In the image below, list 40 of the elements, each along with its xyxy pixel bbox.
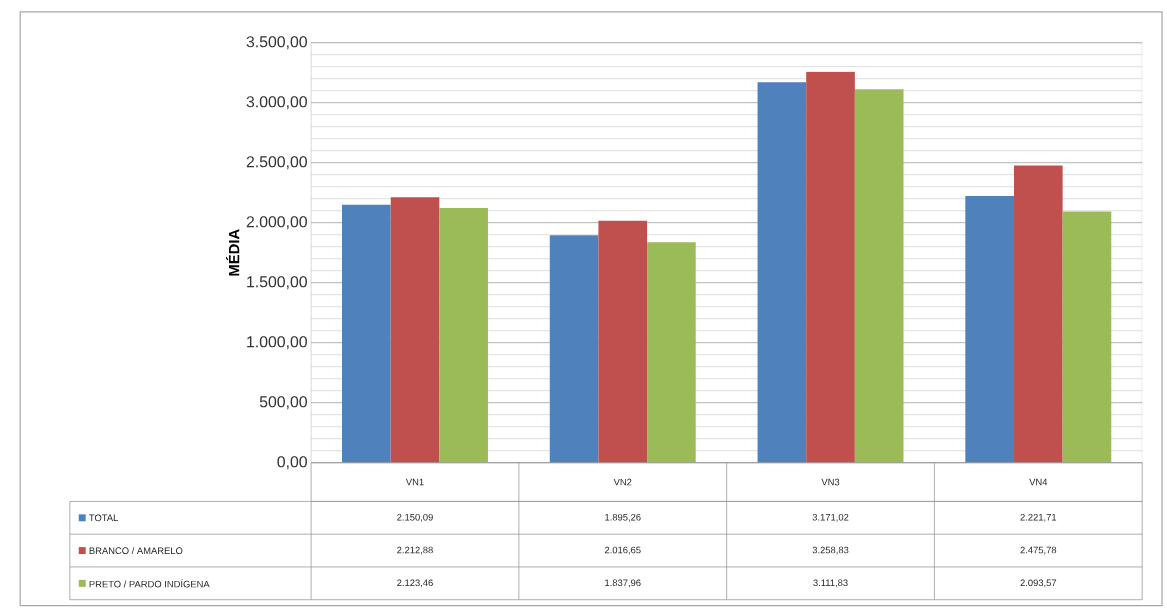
y-tick-label: 500,00 [259, 396, 307, 410]
y-tick-label: 3.000,00 [246, 96, 307, 110]
bar [598, 220, 648, 463]
data-label: 2.150,09 [397, 514, 433, 522]
bar [549, 235, 599, 463]
data-label: 2.093,57 [1020, 579, 1057, 588]
bar [390, 197, 440, 463]
data-label: 3.171,02 [812, 514, 849, 522]
y-tick-label: 1.500,00 [247, 276, 307, 290]
bar [1062, 211, 1112, 463]
data-label: 2.123,46 [397, 579, 433, 588]
x-tick-label: VN2 [613, 478, 632, 486]
y-tick-label: 2.000,00 [246, 216, 307, 230]
bar [342, 204, 391, 463]
bar [757, 82, 807, 463]
data-label: 3.258,83 [812, 546, 849, 555]
data-label: 2.016,65 [604, 546, 641, 555]
y-tick-label: 3.500,00 [246, 36, 307, 50]
y-tick-label: 0,00 [277, 456, 307, 470]
legend-label: PRETO / PARDO INDÍGENA [89, 579, 210, 588]
data-label: 1.895,26 [605, 514, 641, 522]
bar [1013, 165, 1063, 463]
data-label: 1.837,96 [605, 579, 641, 588]
y-tick-label: 2.500,00 [246, 156, 307, 170]
bar [439, 208, 488, 463]
data-label: 2.475,78 [1020, 546, 1057, 555]
bar [806, 71, 855, 463]
data-label: 3.111,83 [813, 579, 848, 588]
data-label: 2.221,71 [1020, 514, 1057, 522]
y-axis-title: MÉDIA [226, 229, 240, 276]
y-tick-label: 1.000,00 [247, 336, 307, 350]
legend-label: TOTAL [89, 514, 118, 522]
data-label: 2.212,88 [397, 546, 433, 555]
x-tick-label: VN1 [405, 478, 424, 486]
x-tick-label: VN4 [1029, 478, 1048, 486]
x-tick-label: VN3 [821, 478, 840, 486]
bar [965, 196, 1014, 463]
bar [854, 89, 904, 463]
bar [647, 242, 696, 463]
legend-label: BRANCO / AMARELO [89, 547, 183, 555]
